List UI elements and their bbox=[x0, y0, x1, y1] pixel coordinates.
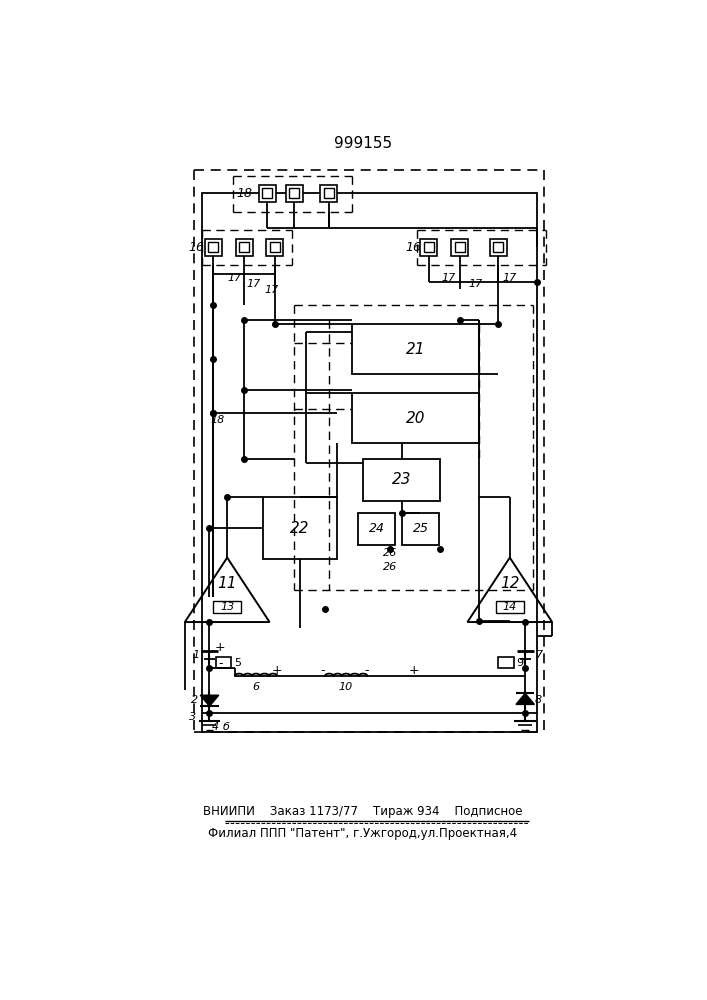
Text: 17: 17 bbox=[228, 273, 242, 283]
Bar bbox=[264, 497, 337, 559]
Text: 23: 23 bbox=[392, 472, 411, 487]
Bar bbox=[262, 188, 272, 198]
Bar bbox=[352, 324, 479, 374]
Text: 21: 21 bbox=[406, 342, 425, 357]
Bar bbox=[267, 239, 284, 256]
Text: 4: 4 bbox=[211, 722, 218, 732]
Text: 24: 24 bbox=[368, 522, 385, 535]
Bar bbox=[490, 239, 507, 256]
Text: 16: 16 bbox=[188, 241, 204, 254]
Text: 7: 7 bbox=[535, 650, 542, 660]
Bar bbox=[239, 242, 249, 252]
Text: 9: 9 bbox=[516, 658, 523, 668]
Bar bbox=[352, 393, 479, 443]
Text: 20: 20 bbox=[406, 411, 425, 426]
Bar bbox=[214, 601, 241, 613]
Bar bbox=[201, 193, 537, 732]
Bar bbox=[324, 188, 334, 198]
Text: 11: 11 bbox=[218, 576, 237, 591]
Text: 26: 26 bbox=[383, 548, 397, 558]
Text: 1: 1 bbox=[192, 650, 199, 660]
Text: 17: 17 bbox=[468, 279, 482, 289]
Bar bbox=[455, 242, 464, 252]
Text: 16: 16 bbox=[406, 241, 421, 254]
Text: 17: 17 bbox=[503, 273, 517, 283]
Bar bbox=[286, 185, 303, 202]
Text: 14: 14 bbox=[503, 602, 517, 612]
Text: +: + bbox=[272, 664, 283, 677]
Bar bbox=[289, 188, 299, 198]
Bar bbox=[358, 513, 395, 545]
Text: б: б bbox=[222, 722, 229, 732]
Bar bbox=[235, 239, 252, 256]
Bar bbox=[421, 239, 438, 256]
Text: 18: 18 bbox=[210, 415, 224, 425]
Text: 3: 3 bbox=[189, 712, 196, 722]
Text: 25: 25 bbox=[412, 522, 428, 535]
Bar bbox=[320, 185, 337, 202]
Text: 17: 17 bbox=[264, 285, 279, 295]
Bar bbox=[363, 459, 440, 501]
Text: 18: 18 bbox=[236, 187, 252, 200]
Bar bbox=[270, 242, 280, 252]
Bar bbox=[493, 242, 503, 252]
Text: 12: 12 bbox=[500, 576, 520, 591]
Bar bbox=[205, 239, 222, 256]
Bar bbox=[451, 239, 468, 256]
Text: -: - bbox=[364, 664, 369, 677]
Bar bbox=[424, 242, 434, 252]
Bar bbox=[496, 601, 524, 613]
Text: 10: 10 bbox=[339, 682, 353, 692]
Polygon shape bbox=[200, 695, 218, 706]
Bar bbox=[209, 242, 218, 252]
Text: -: - bbox=[218, 657, 223, 670]
Text: 17: 17 bbox=[441, 273, 455, 283]
Text: +: + bbox=[215, 641, 226, 654]
Bar bbox=[216, 657, 231, 668]
Text: 999155: 999155 bbox=[334, 136, 392, 151]
Text: 8: 8 bbox=[534, 695, 542, 705]
Text: 2: 2 bbox=[190, 695, 198, 705]
Text: -: - bbox=[320, 664, 325, 677]
Bar bbox=[498, 657, 514, 668]
Text: ВНИИПИ    Заказ 1173/77    Тираж 934    Подписное: ВНИИПИ Заказ 1173/77 Тираж 934 Подписное bbox=[203, 805, 522, 818]
Text: 5: 5 bbox=[234, 658, 240, 668]
Text: 22: 22 bbox=[290, 521, 310, 536]
Text: 13: 13 bbox=[220, 602, 234, 612]
Text: 17: 17 bbox=[246, 279, 260, 289]
Text: 6: 6 bbox=[252, 682, 259, 692]
Bar bbox=[259, 185, 276, 202]
Bar bbox=[402, 513, 439, 545]
Text: 26: 26 bbox=[383, 562, 397, 572]
Text: +: + bbox=[408, 664, 419, 677]
Text: Филиал ППП "Патент", г.Ужгород,ул.Проектная,4: Филиал ППП "Патент", г.Ужгород,ул.Проект… bbox=[208, 827, 518, 840]
Polygon shape bbox=[516, 693, 534, 704]
